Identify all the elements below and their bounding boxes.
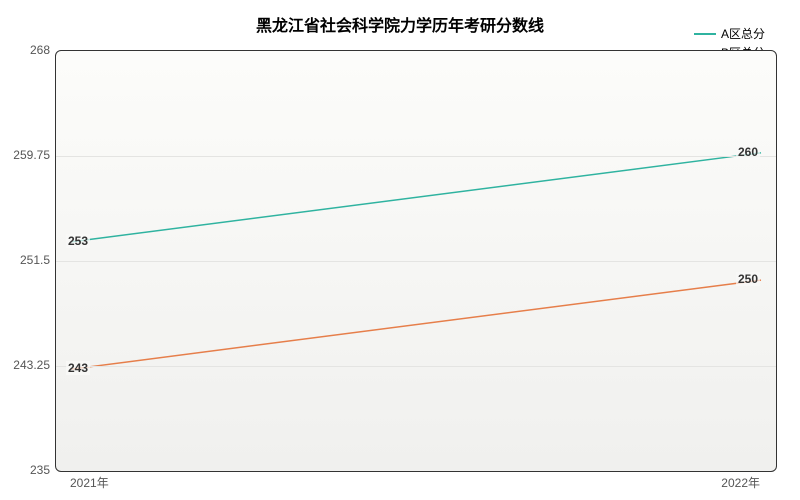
grid-line [56,366,776,367]
legend-label-a: A区总分 [721,25,765,42]
data-label: 260 [736,145,760,159]
y-tick-label: 251.5 [2,253,50,267]
y-tick-label: 235 [2,463,50,477]
grid-line [56,261,776,262]
chart-title: 黑龙江省社会科学院力学历年考研分数线 [0,12,800,36]
grid-line [56,156,776,157]
series-line-0 [71,153,761,242]
legend-swatch-a [694,33,716,35]
series-line-1 [71,280,761,369]
x-tick-label: 2022年 [721,474,760,491]
y-tick-label: 268 [2,43,50,57]
data-label: 243 [66,361,90,375]
x-tick-label: 2021年 [70,474,109,491]
y-tick-label: 243.25 [2,358,50,372]
plot-area [55,50,777,472]
chart-container: 黑龙江省社会科学院力学历年考研分数线 A区总分 B区总分 235243.2525… [0,0,800,500]
y-tick-label: 259.75 [2,148,50,162]
legend-item-a: A区总分 [694,25,765,42]
data-label: 250 [736,272,760,286]
data-label: 253 [66,234,90,248]
